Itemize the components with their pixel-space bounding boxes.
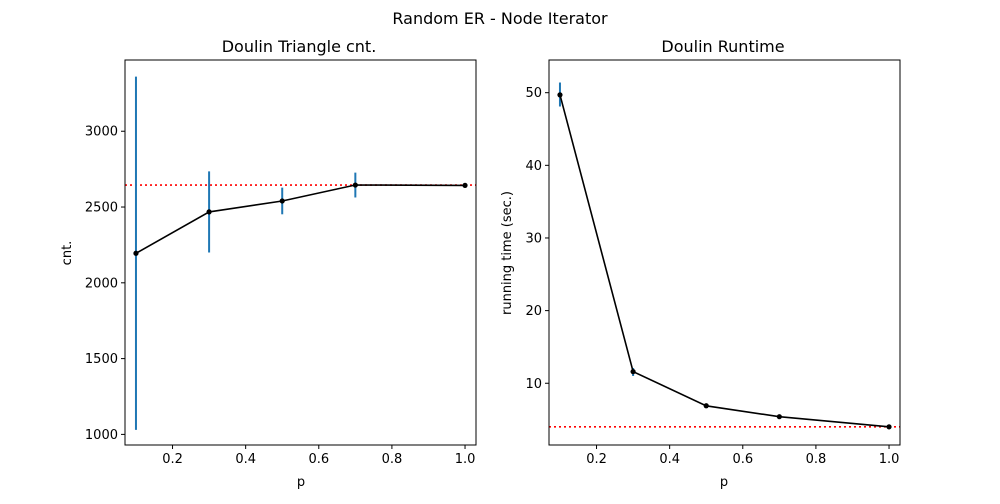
y-axis-label: cnt. [60,241,75,266]
x-tick-label: 0.2 [586,452,607,467]
y-tick-label: 10 [525,377,542,392]
y-tick-label: 1000 [85,428,118,443]
axes-frame [548,59,901,446]
data-point [462,182,468,188]
x-tick-label: 0.4 [659,452,680,467]
data-point [279,198,285,204]
data-point [133,250,139,256]
x-tick-label: 0.2 [162,452,183,467]
data-point [352,182,358,188]
y-tick-label: 20 [525,304,542,319]
y-tick-label: 1500 [85,352,118,367]
x-tick-label: 0.6 [308,452,329,467]
x-tick-label: 0.8 [382,452,403,467]
panel-triangle-count: Doulin Triangle cnt. p cnt. 0.2 0.4 0.6 0.8… [60,37,477,490]
y-tick-label: 3000 [85,125,118,140]
data-point [776,414,782,420]
x-tick-label: 1.0 [455,452,476,467]
y-tick-label: 2500 [85,201,118,216]
data-point [206,209,212,215]
figure-suptitle: Random ER - Node Iterator [392,9,608,28]
panel-title: Doulin Triangle cnt. [222,37,377,56]
x-tick-label: 0.4 [235,452,256,467]
y-axis-label: running time (sec.) [500,191,515,315]
x-axis-label: p [297,475,305,490]
panel-title: Doulin Runtime [661,37,784,56]
data-point [630,369,636,375]
panel-runtime: Doulin Runtime p running time (sec.) 0.2… [500,37,901,490]
y-tick-label: 2000 [85,276,118,291]
data-point [703,403,709,409]
y-tick-label: 50 [525,86,542,101]
x-tick-label: 0.8 [806,452,827,467]
y-tick-label: 30 [525,231,542,246]
data-point [557,92,563,98]
x-tick-label: 1.0 [879,452,900,467]
axes-frame [124,59,477,446]
data-point [886,424,892,430]
x-tick-label: 0.6 [732,452,753,467]
y-tick-label: 40 [525,159,542,174]
x-axis-label: p [720,475,728,490]
